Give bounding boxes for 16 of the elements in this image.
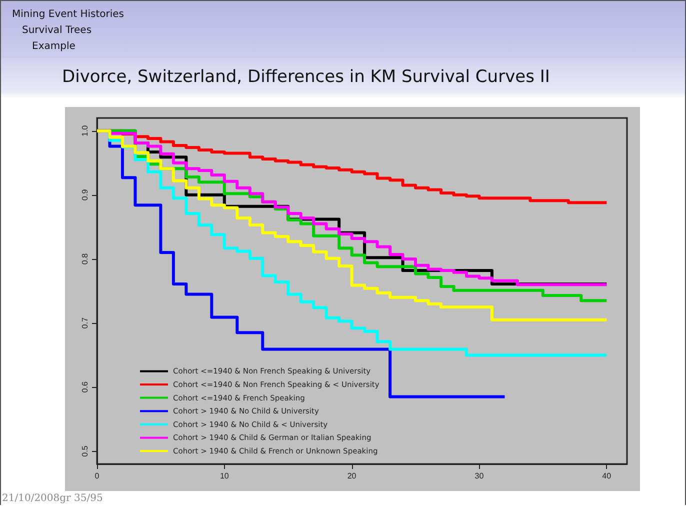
y-tick-label: 0.5 — [80, 445, 90, 457]
x-tick-label: 30 — [474, 472, 484, 480]
y-tick-label: 0.8 — [80, 252, 90, 265]
text: 21/10/2008gr 35/95 — [2, 493, 103, 504]
text: Survival Trees — [22, 25, 92, 36]
text: Mining Event Histories — [12, 9, 124, 20]
y-tick-label: 0.6 — [80, 381, 90, 393]
x-tick-label: 40 — [602, 472, 612, 480]
y-tick-label: 0.7 — [80, 316, 90, 329]
y-tick-label: 0.9 — [80, 188, 90, 200]
x-tick-label: 10 — [220, 472, 230, 480]
text: Example — [32, 41, 76, 52]
x-tick-label: 20 — [347, 472, 357, 480]
y-tick-label: 1.0 — [80, 124, 90, 136]
x-tick-label: 0 — [94, 472, 100, 480]
chart-title: Divorce, Switzerland, Differences in KM Survival Curves II — [62, 67, 550, 87]
